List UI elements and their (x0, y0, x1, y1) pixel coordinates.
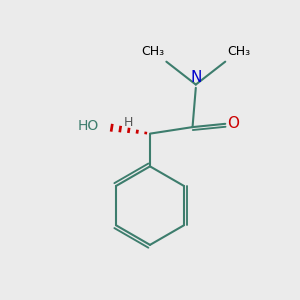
Text: HO: HO (78, 119, 99, 133)
Text: N: N (190, 70, 202, 85)
Text: CH₃: CH₃ (227, 45, 250, 58)
Text: H: H (124, 116, 134, 129)
Text: CH₃: CH₃ (142, 45, 165, 58)
Text: O: O (227, 116, 239, 131)
